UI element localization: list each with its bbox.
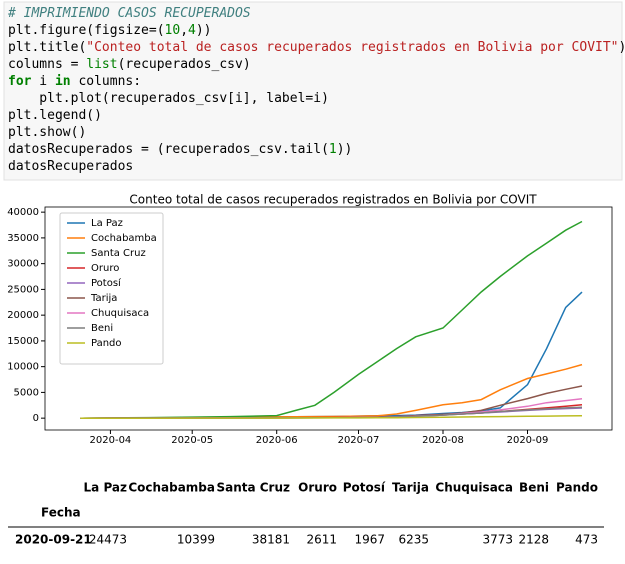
cell: 2611	[306, 533, 337, 547]
column-header: La Paz	[84, 481, 127, 495]
chart: Conteo total de casos recuperados regist…	[7, 193, 613, 446]
code-token: (recuperados_csv)	[118, 57, 251, 72]
y-tick-label: 35000	[7, 233, 39, 244]
legend-box	[59, 212, 164, 365]
code-line: plt.title("Conteo total de casos recuper…	[8, 40, 625, 55]
cell: 6235	[398, 533, 429, 547]
code-line: datosRecuperados	[8, 159, 133, 174]
code-line: # IMPRIMIENDO CASOS RECUPERADOS	[7, 6, 251, 21]
column-header: Pando	[556, 481, 598, 495]
column-header: Beni	[519, 481, 549, 495]
legend-label: Santa Cruz	[91, 248, 146, 259]
y-tick-label: 5000	[14, 387, 39, 398]
x-tick-label: 2020-07	[338, 435, 380, 446]
code-line: plt.plot(recuperados_csv[i], label=i)	[8, 91, 329, 106]
cell: 473	[575, 533, 598, 547]
y-tick-label: 20000	[7, 310, 39, 321]
code-token: "Conteo total de casos recuperados regis…	[86, 40, 618, 55]
code-token: ,	[180, 23, 188, 38]
plot-area	[44, 206, 613, 431]
code-line: datosRecuperados = (recuperados_csv.tail…	[8, 142, 352, 157]
code-token: plt.plot(recuperados_csv[i], label=i)	[8, 91, 329, 106]
legend-label: Pando	[91, 338, 122, 349]
index-name: Fecha	[41, 506, 81, 520]
series-line	[80, 414, 583, 419]
code: # IMPRIMIENDO CASOS RECUPERADOS plt.figur…	[7, 6, 625, 174]
column-header: Tarija	[392, 481, 429, 495]
column-header: Santa Cruz	[216, 481, 290, 495]
code-token: 4	[188, 23, 196, 38]
code-token: datosRecuperados	[8, 159, 133, 174]
code-token: ))	[337, 142, 353, 157]
cell: 24473	[89, 533, 127, 547]
y-tick-label: 10000	[7, 362, 39, 373]
code-token: in	[55, 74, 71, 89]
cell: 3773	[482, 533, 513, 547]
y-tick-label: 30000	[7, 259, 39, 270]
code-token: 1	[329, 142, 337, 157]
column-header: Cochabamba	[128, 481, 215, 495]
code-token: plt.legend()	[8, 108, 102, 123]
code-token: columns =	[8, 57, 86, 72]
code-token: plt.title(	[8, 40, 86, 55]
y-tick-label: 15000	[7, 336, 39, 347]
code-line: plt.show()	[8, 125, 86, 140]
code-line: columns = list(recuperados_csv)	[8, 57, 251, 72]
code-token: list	[86, 57, 117, 72]
cell: 38181	[252, 533, 290, 547]
series-line	[80, 363, 583, 419]
cell: 2128	[518, 533, 549, 547]
legend-label: Potosí	[91, 277, 122, 289]
code-line: plt.figure(figsize=(10,4))	[8, 23, 212, 38]
y-tick-label: 25000	[7, 284, 39, 295]
y-tick-label: 0	[33, 413, 39, 424]
series-line	[80, 220, 583, 419]
cell: 1967	[354, 533, 385, 547]
table: La Paz Cochabamba Santa Cruz Oruro Potosí Tar…	[8, 481, 604, 547]
column-header: Oruro	[298, 481, 337, 495]
code-token: columns:	[71, 74, 141, 89]
code-token: ))	[196, 23, 212, 38]
chart-title: Conteo total de casos recuperados regist…	[129, 193, 537, 207]
legend-label: Cochabamba	[91, 233, 157, 244]
legend-label: La Paz	[91, 218, 123, 229]
code-token: # IMPRIMIENDO CASOS RECUPERADOS	[7, 6, 251, 21]
legend-label: Oruro	[91, 263, 119, 274]
x-tick-label: 2020-05	[171, 435, 213, 446]
column-header: Potosí	[343, 481, 386, 495]
column-header: Chuquisaca	[435, 481, 513, 495]
legend-label: Chuquisaca	[91, 308, 149, 319]
x-tick-label: 2020-09	[507, 435, 549, 446]
x-tick-label: 2020-06	[256, 435, 298, 446]
code-token: 10	[165, 23, 181, 38]
code-token: datosRecuperados = (recuperados_csv.tail…	[8, 142, 329, 157]
row-index: 2020-09-21	[15, 533, 92, 547]
x-tick-label: 2020-08	[422, 435, 464, 446]
code-token: plt.show()	[8, 125, 86, 140]
cell: 10399	[177, 533, 215, 547]
code-token: plt.figure(figsize=(	[8, 23, 165, 38]
y-tick-label: 40000	[7, 207, 39, 218]
code-line: for i in columns:	[8, 74, 141, 89]
legend-label: Beni	[91, 323, 113, 334]
code-token: for	[8, 74, 32, 89]
code-token: )	[619, 40, 625, 55]
code-cell	[3, 1, 623, 181]
code-line: plt.legend()	[8, 108, 102, 123]
x-tick-label: 2020-04	[90, 435, 132, 446]
code-token: i	[31, 74, 54, 89]
legend-label: Tarija	[90, 293, 117, 304]
